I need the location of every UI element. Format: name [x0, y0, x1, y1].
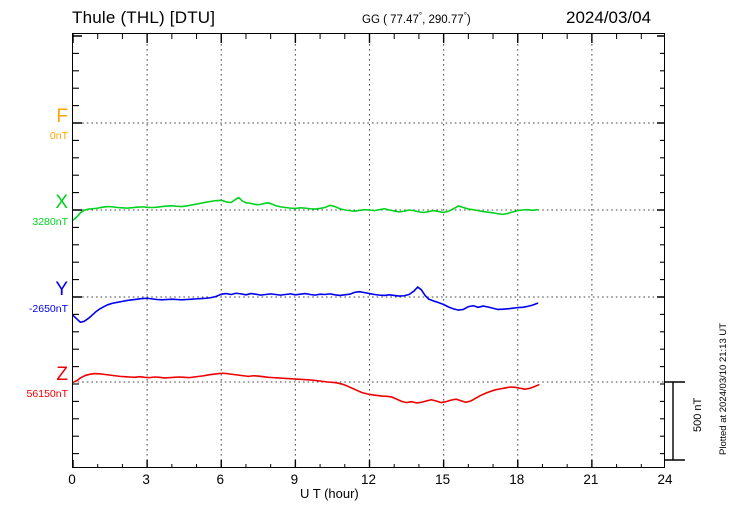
geo-separator: , [422, 13, 429, 26]
magnetogram-plot-area [72, 33, 665, 468]
x-tick-24: 24 [657, 472, 673, 487]
x-tick-9: 9 [290, 472, 299, 487]
x-tick-6: 6 [216, 472, 224, 487]
geo-latitude: 77.47 [390, 13, 419, 26]
component-value-y: -2650nT [28, 303, 68, 315]
degree-symbol-lon: ° [463, 11, 467, 20]
x-tick-18: 18 [509, 472, 525, 487]
component-label-f: F [56, 106, 68, 127]
component-value-x: 3280nT [32, 216, 68, 228]
scale-bar-label: 500 nT [692, 397, 704, 432]
station-title: Thule (THL) [DTU] [72, 8, 216, 27]
x-tick-21: 21 [583, 472, 599, 487]
x-tick-3: 3 [142, 472, 150, 487]
plot-canvas [73, 34, 664, 467]
component-value-f: 0nT [49, 130, 68, 142]
scale-bar [664, 381, 685, 461]
degree-symbol-lat: ° [418, 11, 423, 20]
component-label-y: Y [55, 279, 68, 300]
observation-date: 2024/03/04 [566, 8, 652, 27]
plotted-timestamp: Plotted at 2024/03/10 21:13 UT [718, 322, 729, 455]
x-tick-12: 12 [360, 472, 377, 487]
geo-prefix: GG ( [362, 13, 391, 26]
component-label-z: Z [56, 364, 68, 385]
x-axis-title: U T (hour) [300, 486, 359, 501]
geographic-coordinates: GG ( 77.47°, 290.77°) [362, 11, 471, 26]
geo-longitude: 290.77 [428, 13, 464, 26]
component-label-x: X [55, 192, 68, 213]
component-value-z: 56150nT [26, 388, 68, 400]
x-tick-15: 15 [435, 472, 451, 487]
geo-suffix: ) [466, 13, 471, 26]
x-tick-0: 0 [68, 472, 76, 487]
